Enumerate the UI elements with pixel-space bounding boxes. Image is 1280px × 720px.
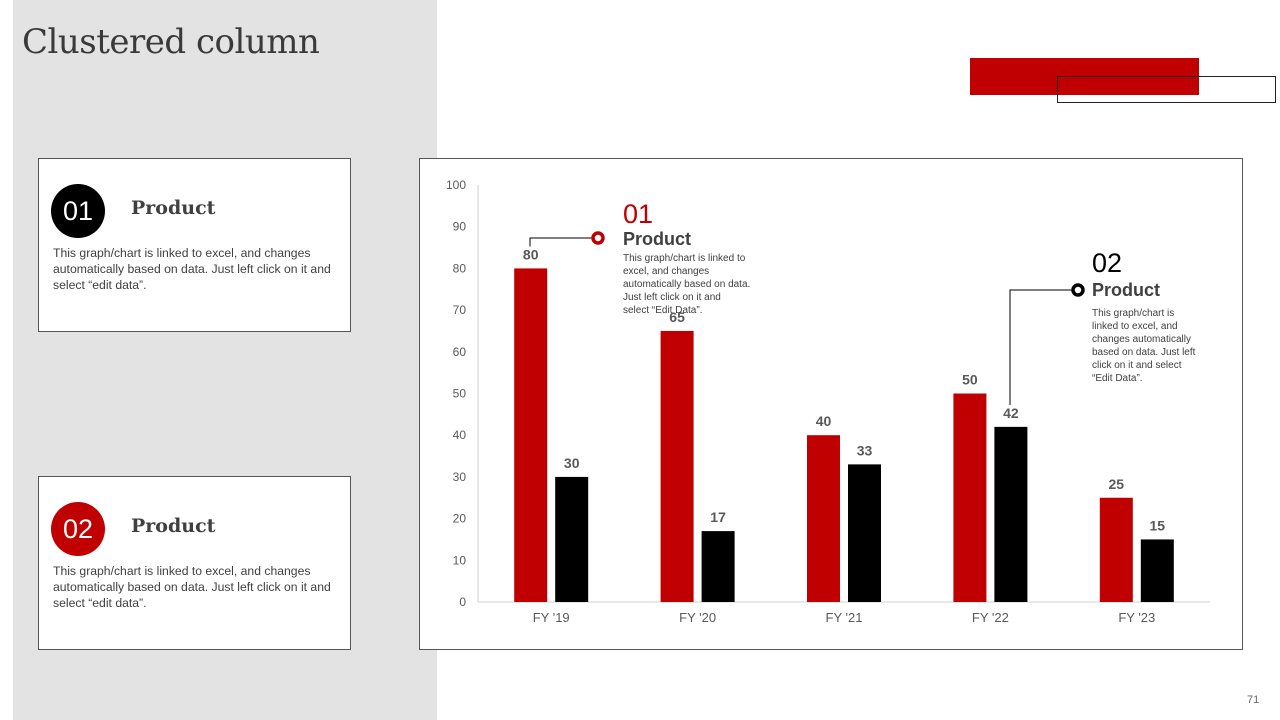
y-tick-label: 90 (453, 220, 467, 234)
data-label: 42 (1003, 405, 1019, 421)
callout-marker (591, 231, 605, 245)
card-heading: Product (131, 197, 216, 219)
bar (660, 330, 694, 602)
chart-frame: 0 10 20 30 40 50 60 70 80 90 100 80 30 FY '19 65 17 FY '… (419, 158, 1243, 650)
product-card-01: 01 Product This graph/chart is linked to… (38, 158, 351, 332)
page-title: Clustered column (22, 22, 320, 62)
bar (848, 464, 881, 602)
data-label: 40 (816, 413, 832, 429)
data-label: 33 (857, 442, 873, 458)
bar (807, 435, 840, 602)
data-label: 50 (962, 372, 978, 388)
data-label: 30 (564, 455, 580, 471)
y-tick-label: 60 (453, 345, 467, 359)
bar (1140, 539, 1174, 602)
bar (701, 531, 735, 602)
x-tick-label: FY '20 (679, 610, 716, 625)
data-label: 15 (1150, 517, 1166, 533)
data-label: 65 (669, 309, 685, 325)
callout-description: select “Edit Data”. (623, 305, 702, 316)
y-tick-label: 80 (453, 261, 467, 275)
data-label: 80 (523, 246, 539, 262)
x-tick-label: FY '19 (533, 610, 570, 625)
bar (1099, 497, 1133, 602)
data-label: 17 (710, 509, 726, 525)
y-tick-label: 30 (453, 470, 467, 484)
callout-description: This graph/chart is linked to (623, 253, 746, 264)
callout-description: linked to excel, and (1092, 321, 1178, 332)
y-tick-label: 10 (453, 553, 467, 567)
product-card-02: 02 Product This graph/chart is linked to… (38, 476, 351, 650)
data-label: 25 (1109, 476, 1125, 492)
bar (953, 393, 987, 602)
callout-heading: Product (1092, 280, 1160, 300)
y-tick-label: 0 (459, 595, 466, 609)
card-description: This graph/chart is linked to excel, and… (53, 246, 331, 292)
y-tick-label: 50 (453, 387, 467, 401)
y-tick-label: 70 (453, 303, 467, 317)
callout-description: Just left click on it and (623, 292, 721, 303)
callout-connector-line (529, 237, 598, 247)
x-tick-label: FY '23 (1118, 610, 1155, 625)
callout-heading: Product (623, 229, 691, 249)
bar (555, 476, 589, 602)
callout-connector-line (1009, 289, 1078, 405)
x-tick-label: FY '21 (826, 610, 863, 625)
page-number: 71 (1247, 694, 1260, 706)
callout-number: 01 (623, 199, 653, 229)
y-tick-label: 20 (453, 512, 467, 526)
bar (514, 268, 548, 602)
callout-description: excel, and changes (623, 266, 709, 277)
callout-description: This graph/chart is (1092, 308, 1174, 319)
callout-number: 02 (1092, 248, 1122, 278)
card-heading: Product (131, 515, 216, 537)
y-tick-label: 100 (446, 178, 466, 192)
callout-description: automatically based on data. (623, 279, 750, 290)
x-tick-label: FY '22 (972, 610, 1009, 625)
y-tick-label: 40 (453, 428, 467, 442)
card-description: This graph/chart is linked to excel, and… (53, 564, 331, 610)
callout-marker (1071, 283, 1085, 297)
bar (994, 426, 1028, 602)
card-number-badge: 02 (51, 502, 105, 556)
callout-description: “Edit Data”. (1092, 373, 1143, 384)
callout-description: click on it and select (1092, 360, 1182, 371)
decorative-outline-bar (1057, 76, 1276, 103)
callout-description: changes automatically (1092, 334, 1191, 345)
card-number-badge: 01 (51, 184, 105, 238)
callout-description: based on data. Just left (1092, 347, 1196, 358)
